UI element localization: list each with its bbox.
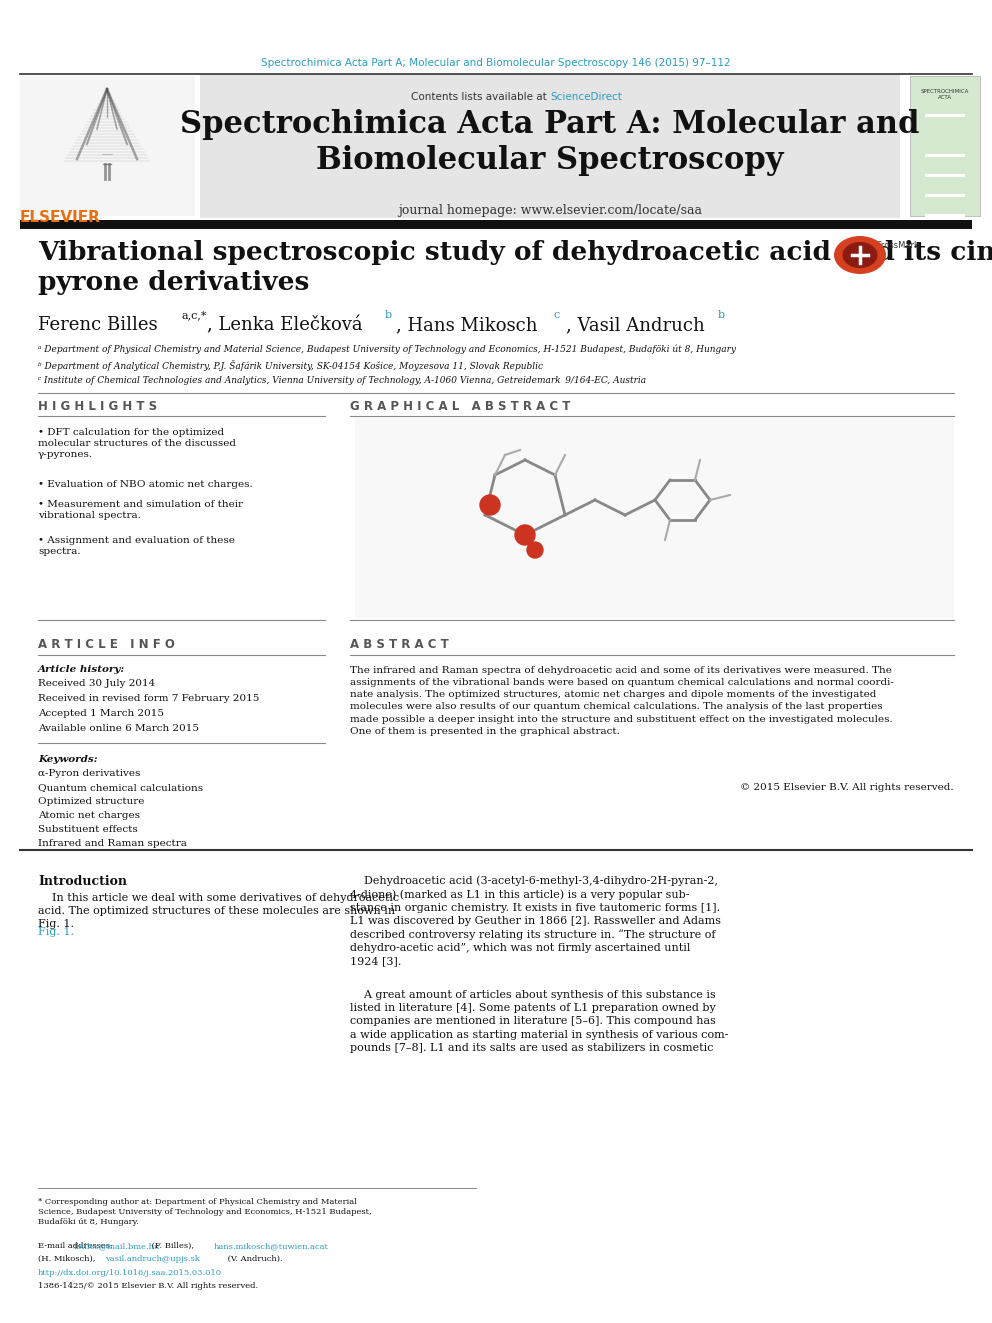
Text: • Assignment and evaluation of these
spectra.: • Assignment and evaluation of these spe… [38,536,235,556]
Ellipse shape [834,235,886,274]
Bar [925,153,965,157]
Text: (V. Andruch).: (V. Andruch). [225,1256,283,1263]
Text: 1386-1425/© 2015 Elsevier B.V. All rights reserved.: 1386-1425/© 2015 Elsevier B.V. All right… [38,1282,258,1290]
Text: Available online 6 March 2015: Available online 6 March 2015 [38,724,199,733]
Text: • Measurement and simulation of their
vibrational spectra.: • Measurement and simulation of their vi… [38,500,243,520]
Text: • DFT calculation for the optimized
molecular structures of the discussed
γ-pyro: • DFT calculation for the optimized mole… [38,429,236,459]
Text: b: b [385,310,392,320]
Text: ᵇ Department of Analytical Chemistry, P.J. Šafárik University, SK-04154 Košice, : ᵇ Department of Analytical Chemistry, P.… [38,360,543,370]
Text: , Lenka Elečková: , Lenka Elečková [207,316,368,335]
Bar [20,220,972,229]
Text: Contents lists available at: Contents lists available at [411,93,550,102]
Ellipse shape [842,242,878,269]
Text: Substituent effects: Substituent effects [38,826,138,833]
Text: A R T I C L E   I N F O: A R T I C L E I N F O [38,638,175,651]
Text: ᶜ Institute of Chemical Technologies and Analytics, Vienna University of Technol: ᶜ Institute of Chemical Technologies and… [38,376,646,385]
Bar [20,75,195,216]
Text: Dehydroacetic acid (3-acetyl-6-methyl-3,4-dihydro-2H-pyran-2,
4-dione) (marked a: Dehydroacetic acid (3-acetyl-6-methyl-3,… [350,875,721,967]
Bar [910,75,980,216]
Text: fbilles@mail.bme.hu: fbilles@mail.bme.hu [74,1242,161,1250]
Text: (F. Billes),: (F. Billes), [149,1242,196,1250]
Bar [925,229,965,232]
Text: Atomic net charges: Atomic net charges [38,811,140,820]
Bar [355,418,954,618]
Text: c: c [554,310,560,320]
Text: Vibrational spectroscopic study of dehydroacetic acid and its cinnamoyl
pyrone d: Vibrational spectroscopic study of dehyd… [38,239,992,295]
Text: Infrared and Raman spectra: Infrared and Raman spectra [38,839,186,848]
Text: © 2015 Elsevier B.V. All rights reserved.: © 2015 Elsevier B.V. All rights reserved… [740,783,954,792]
Text: vasil.andruch@upjs.sk: vasil.andruch@upjs.sk [105,1256,199,1263]
Text: CrossMark: CrossMark [875,241,919,250]
Text: Accepted 1 March 2015: Accepted 1 March 2015 [38,709,164,718]
Text: Keywords:: Keywords: [38,755,97,763]
Circle shape [527,542,543,558]
Circle shape [515,525,535,545]
Text: α-Pyron derivatives: α-Pyron derivatives [38,769,141,778]
Bar [925,114,965,116]
Text: Introduction: Introduction [38,875,127,888]
Text: Spectrochimica Acta Part A; Molecular and Biomolecular Spectroscopy 146 (2015) 9: Spectrochimica Acta Part A; Molecular an… [261,58,731,67]
Text: http://dx.doi.org/10.1016/j.saa.2015.03.010: http://dx.doi.org/10.1016/j.saa.2015.03.… [38,1269,222,1277]
Text: Ferenc Billes: Ferenc Billes [38,316,164,333]
Bar [925,175,965,177]
Bar [925,214,965,217]
Text: Spectrochimica Acta Part A: Molecular and
Biomolecular Spectroscopy: Spectrochimica Acta Part A: Molecular an… [181,108,920,176]
Text: Quantum chemical calculations: Quantum chemical calculations [38,783,203,792]
Text: SPECTROCHIMICA
ACTA: SPECTROCHIMICA ACTA [921,89,969,99]
Text: hans.mikosch@tuwien.acat: hans.mikosch@tuwien.acat [214,1242,329,1250]
Text: G R A P H I C A L   A B S T R A C T: G R A P H I C A L A B S T R A C T [350,400,570,413]
Text: Received in revised form 7 February 2015: Received in revised form 7 February 2015 [38,695,259,703]
Circle shape [480,495,500,515]
Text: The infrared and Raman spectra of dehydroacetic acid and some of its derivatives: The infrared and Raman spectra of dehydr… [350,665,894,736]
Text: a,c,*: a,c,* [182,310,207,320]
Text: (H. Mikosch),: (H. Mikosch), [38,1256,98,1263]
Text: , Hans Mikosch: , Hans Mikosch [396,316,544,333]
Text: journal homepage: www.elsevier.com/locate/saa: journal homepage: www.elsevier.com/locat… [398,204,702,217]
Bar [925,194,965,197]
Text: • Evaluation of NBO atomic net charges.: • Evaluation of NBO atomic net charges. [38,480,253,490]
Text: H I G H L I G H T S: H I G H L I G H T S [38,400,157,413]
Text: Article history:: Article history: [38,665,125,673]
Text: , Vasil Andruch: , Vasil Andruch [566,316,710,333]
Text: A B S T R A C T: A B S T R A C T [350,638,448,651]
Bar [200,74,900,218]
Text: ᵃ Department of Physical Chemistry and Material Science, Budapest University of : ᵃ Department of Physical Chemistry and M… [38,344,736,353]
Text: Fig. 1.: Fig. 1. [38,927,74,937]
Text: b: b [718,310,725,320]
Text: ELSEVIER: ELSEVIER [20,210,101,225]
Text: ScienceDirect: ScienceDirect [550,93,622,102]
Text: In this article we deal with some derivatives of dehydroacetic
acid. The optimiz: In this article we deal with some deriva… [38,893,399,929]
Text: Received 30 July 2014: Received 30 July 2014 [38,679,156,688]
Text: * Corresponding author at: Department of Physical Chemistry and Material
Science: * Corresponding author at: Department of… [38,1199,372,1225]
Text: A great amount of articles about synthesis of this substance is
listed in litera: A great amount of articles about synthes… [350,990,728,1053]
Text: Optimized structure: Optimized structure [38,796,145,806]
Text: E-mail addresses:: E-mail addresses: [38,1242,115,1250]
